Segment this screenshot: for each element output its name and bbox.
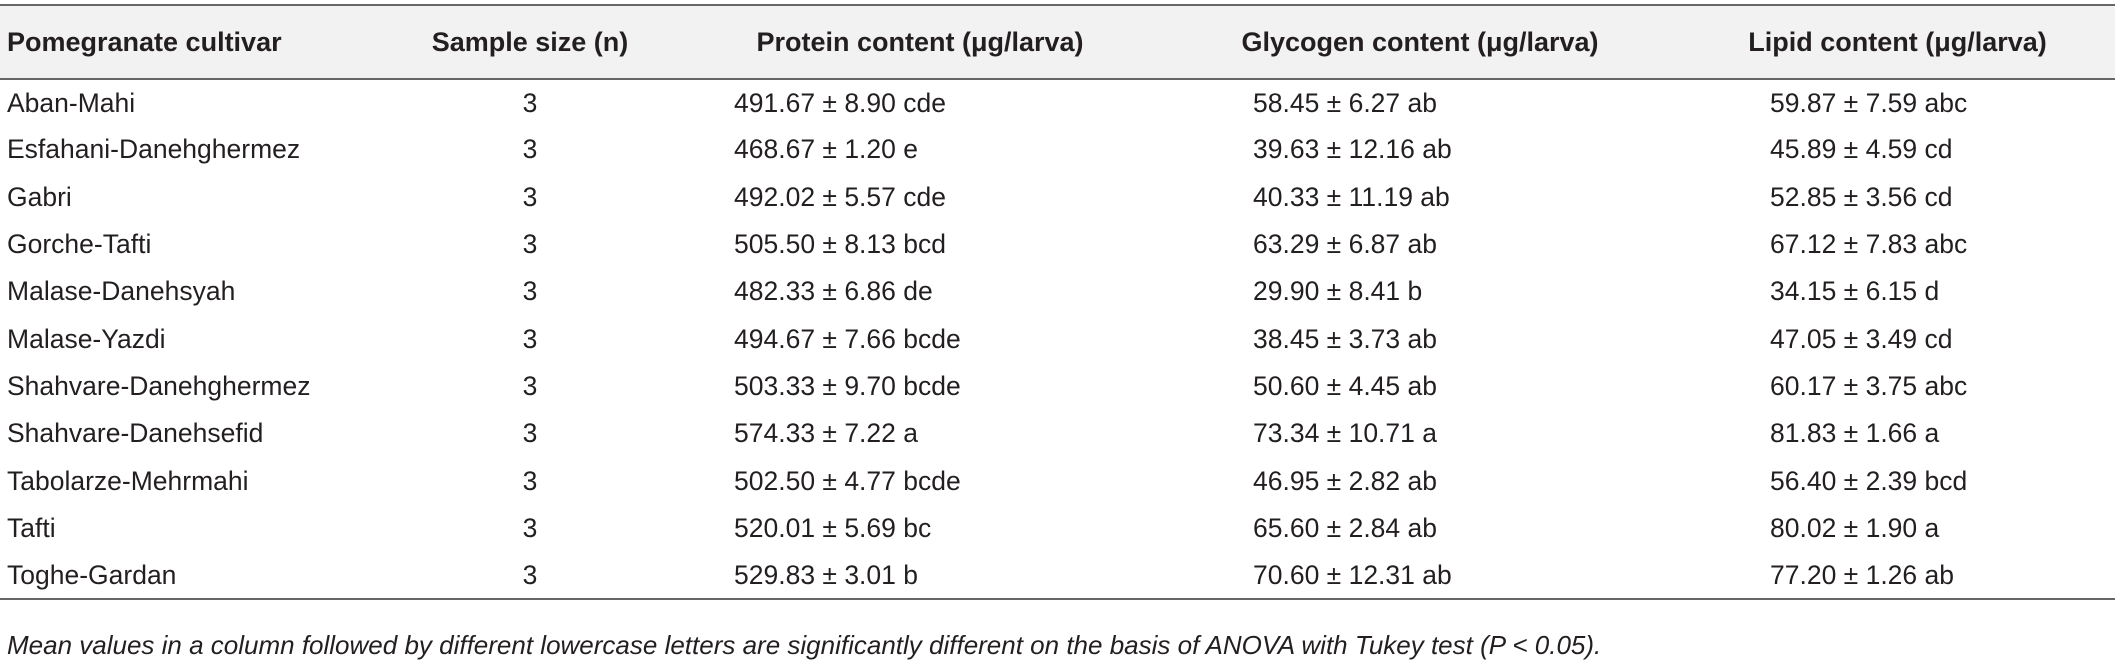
cell-sample-size: 3 bbox=[522, 87, 538, 118]
table-row: Aban-Mahi 3 491.67 ± 8.90 cde 58.45 ± 6.… bbox=[0, 79, 2115, 126]
cell-cultivar: Malase-Danehsyah bbox=[7, 276, 236, 307]
table-row: Esfahani-Danehghermez 3 468.67 ± 1.20 e … bbox=[0, 126, 2115, 173]
cell-protein: 482.33 ± 6.86 de bbox=[734, 276, 933, 307]
cell-sample-size: 3 bbox=[522, 418, 538, 449]
cell-sample-size: 3 bbox=[522, 465, 538, 496]
table-row: Tafti 3 520.01 ± 5.69 bc 65.60 ± 2.84 ab… bbox=[0, 505, 2115, 552]
cell-glycogen: 50.60 ± 4.45 ab bbox=[1253, 370, 1437, 401]
cell-sample-size: 3 bbox=[522, 276, 538, 307]
cell-sample-size: 3 bbox=[522, 229, 538, 260]
cell-lipid: 81.83 ± 1.66 a bbox=[1770, 418, 1940, 449]
column-header-lipid: Lipid content (μg/larva) bbox=[1680, 4, 2115, 80]
column-header-cultivar: Pomegranate cultivar bbox=[0, 4, 380, 80]
table-row: Shahvare-Danehghermez 3 503.33 ± 9.70 bc… bbox=[0, 363, 2115, 410]
cell-sample-size: 3 bbox=[522, 181, 538, 212]
cell-protein: 520.01 ± 5.69 bc bbox=[734, 512, 932, 543]
cell-lipid: 80.02 ± 1.90 a bbox=[1770, 512, 1940, 543]
table-row: Malase-Danehsyah 3 482.33 ± 6.86 de 29.9… bbox=[0, 268, 2115, 315]
cell-cultivar: Shahvare-Danehghermez bbox=[7, 370, 311, 401]
cell-protein: 468.67 ± 1.20 e bbox=[734, 134, 918, 165]
cell-glycogen: 46.95 ± 2.82 ab bbox=[1253, 465, 1437, 496]
cell-sample-size: 3 bbox=[380, 551, 680, 601]
cell-lipid: 60.17 ± 3.75 abc bbox=[1770, 370, 1968, 401]
cell-protein: 494.67 ± 7.66 bcde bbox=[734, 323, 961, 354]
column-header-sample-size: Sample size (n) bbox=[380, 4, 680, 80]
cell-cultivar: Aban-Mahi bbox=[7, 87, 136, 118]
cell-glycogen: 38.45 ± 3.73 ab bbox=[1253, 323, 1437, 354]
cultivar-table: Pomegranate cultivar Sample size (n) Pro… bbox=[0, 4, 2115, 601]
cell-cultivar: Toghe-Gardan bbox=[0, 551, 380, 601]
cell-sample-size: 3 bbox=[522, 323, 538, 354]
cell-lipid: 45.89 ± 4.59 cd bbox=[1770, 134, 1953, 165]
cell-lipid: 47.05 ± 3.49 cd bbox=[1770, 323, 1953, 354]
cell-cultivar: Shahvare-Danehsefid bbox=[7, 418, 264, 449]
cell-glycogen: 40.33 ± 11.19 ab bbox=[1253, 181, 1450, 212]
table-row: Shahvare-Danehsefid 3 574.33 ± 7.22 a 73… bbox=[0, 410, 2115, 457]
column-header-protein: Protein content (μg/larva) bbox=[680, 4, 1160, 80]
cell-lipid: 56.40 ± 2.39 bcd bbox=[1770, 465, 1968, 496]
cell-sample-size: 3 bbox=[522, 512, 538, 543]
cell-glycogen: 39.63 ± 12.16 ab bbox=[1253, 134, 1452, 165]
cell-lipid: 59.87 ± 7.59 abc bbox=[1770, 87, 1968, 118]
cell-sample-size: 3 bbox=[522, 134, 538, 165]
table-row: Malase-Yazdi 3 494.67 ± 7.66 bcde 38.45 … bbox=[0, 315, 2115, 362]
cell-protein: 505.50 ± 8.13 bcd bbox=[734, 229, 946, 260]
cell-cultivar: Gabri bbox=[7, 181, 72, 212]
cell-cultivar: Esfahani-Danehghermez bbox=[7, 134, 301, 165]
table-row: Gabri 3 492.02 ± 5.57 cde 40.33 ± 11.19 … bbox=[0, 174, 2115, 221]
cell-protein: 574.33 ± 7.22 a bbox=[734, 418, 918, 449]
column-header-glycogen: Glycogen content (μg/larva) bbox=[1160, 4, 1680, 80]
cell-protein: 503.33 ± 9.70 bcde bbox=[734, 370, 961, 401]
cell-glycogen: 73.34 ± 10.71 a bbox=[1253, 418, 1437, 449]
cell-cultivar: Gorche-Tafti bbox=[7, 229, 152, 260]
table-header-row: Pomegranate cultivar Sample size (n) Pro… bbox=[0, 4, 2115, 80]
cell-cultivar: Tafti bbox=[7, 512, 56, 543]
table-footnote: Mean values in a column followed by diff… bbox=[7, 630, 1602, 660]
cell-lipid: 77.20 ± 1.26 ab bbox=[1680, 551, 2115, 601]
cell-cultivar: Malase-Yazdi bbox=[7, 323, 166, 354]
cell-lipid: 67.12 ± 7.83 abc bbox=[1770, 229, 1968, 260]
table-row: Tabolarze-Mehrmahi 3 502.50 ± 4.77 bcde … bbox=[0, 457, 2115, 504]
cell-glycogen: 65.60 ± 2.84 ab bbox=[1253, 512, 1437, 543]
cell-lipid: 52.85 ± 3.56 cd bbox=[1770, 181, 1953, 212]
cell-cultivar: Tabolarze-Mehrmahi bbox=[7, 465, 249, 496]
cell-protein: 491.67 ± 8.90 cde bbox=[734, 87, 946, 118]
cell-glycogen: 29.90 ± 8.41 b bbox=[1253, 276, 1423, 307]
cell-glycogen: 63.29 ± 6.87 ab bbox=[1253, 229, 1437, 260]
cell-protein: 502.50 ± 4.77 bcde bbox=[734, 465, 961, 496]
cell-glycogen: 58.45 ± 6.27 ab bbox=[1253, 87, 1437, 118]
table-row: Toghe-Gardan 3 529.83 ± 3.01 b 70.60 ± 1… bbox=[0, 551, 2115, 601]
cell-lipid: 34.15 ± 6.15 d bbox=[1770, 276, 1940, 307]
cell-protein: 492.02 ± 5.57 cde bbox=[734, 181, 946, 212]
cell-glycogen: 70.60 ± 12.31 ab bbox=[1160, 551, 1680, 601]
table-row: Gorche-Tafti 3 505.50 ± 8.13 bcd 63.29 ±… bbox=[0, 221, 2115, 268]
cell-protein: 529.83 ± 3.01 b bbox=[680, 551, 1160, 601]
cell-sample-size: 3 bbox=[522, 370, 538, 401]
